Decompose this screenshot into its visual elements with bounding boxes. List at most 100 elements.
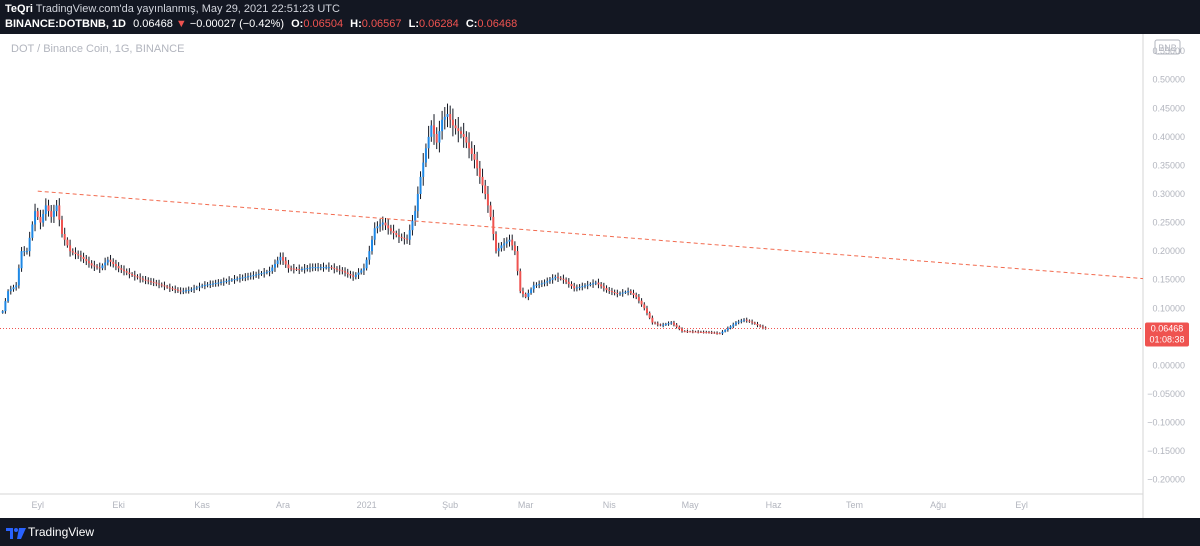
candle-body: [411, 220, 414, 231]
candle-body: [497, 248, 500, 252]
tradingview-logo-icon[interactable]: [6, 525, 26, 539]
candle-body: [114, 264, 117, 267]
candle-body: [379, 224, 382, 227]
candle-body: [608, 290, 611, 291]
candle-body: [55, 205, 58, 212]
candle-body: [513, 245, 516, 252]
candle-body: [249, 275, 252, 277]
candle-body: [400, 236, 403, 238]
candle-body: [416, 194, 419, 212]
candle-body: [236, 278, 239, 280]
candle-body: [446, 114, 449, 117]
candle-body: [619, 293, 622, 295]
candle-body: [309, 267, 312, 269]
candle-body: [751, 321, 754, 323]
candle-body: [42, 214, 45, 223]
candle-body: [4, 301, 7, 312]
candle-body: [12, 287, 15, 290]
candle-body: [23, 251, 26, 253]
x-tick-label: May: [682, 500, 700, 510]
candle-body: [147, 280, 150, 282]
candle-body: [74, 252, 77, 254]
candle-body: [713, 332, 716, 334]
trendline[interactable]: [37, 190, 1144, 280]
current-price-badge: [1145, 322, 1189, 347]
candle-body: [98, 267, 101, 269]
candle-body: [459, 131, 462, 134]
x-tick-label: Nis: [603, 500, 616, 510]
candle-body: [31, 224, 34, 238]
candle-body: [559, 277, 562, 279]
candle-body: [34, 211, 37, 225]
candle-body: [260, 273, 263, 275]
candle-body: [675, 324, 678, 327]
candle-body: [149, 281, 152, 283]
candle-body: [397, 234, 400, 237]
candlestick-chart[interactable]: DOT / Binance Coin, 1G, BINANCE BNB 0.55…: [0, 34, 1200, 518]
candle-body: [311, 267, 314, 269]
candle-body: [71, 251, 74, 253]
y-tick-label: −0.05000: [1147, 389, 1185, 399]
candle-body: [349, 274, 352, 276]
candle-body: [141, 278, 144, 280]
candle-body: [352, 275, 355, 277]
candle-body: [594, 282, 597, 284]
candle-body: [371, 239, 374, 252]
candle-body: [597, 282, 600, 285]
candle-body: [1, 311, 4, 313]
candle-body: [58, 205, 61, 220]
candle-body: [255, 274, 258, 276]
high-label: H:: [350, 18, 362, 30]
candle-body: [319, 267, 322, 269]
candle-body: [217, 282, 220, 284]
candle-body: [557, 276, 560, 278]
candle-body: [166, 286, 169, 288]
candle-body: [90, 263, 93, 266]
author-name[interactable]: TeQri: [5, 3, 33, 15]
candle-body: [338, 269, 341, 271]
plot-background[interactable]: [0, 34, 1143, 494]
time-axis[interactable]: Eyl Eki Kas Ara 2021 Şub Mar Nis May Haz Tem Ağu Eyl: [31, 500, 1027, 510]
open-label: O:: [291, 18, 304, 30]
footer-brand[interactable]: TradingView: [28, 525, 95, 539]
last-price: 0.06468: [133, 18, 173, 30]
candle-body: [163, 285, 166, 287]
currency-badge[interactable]: [1154, 39, 1181, 55]
x-tick-label: Eki: [112, 500, 125, 510]
candle-body: [47, 205, 50, 212]
candle-body: [300, 268, 303, 270]
bar-countdown: 01:08:38: [1149, 334, 1184, 344]
candle-body: [422, 162, 425, 177]
candle-body: [635, 294, 638, 297]
candle-body: [295, 268, 298, 270]
candle-body: [206, 284, 209, 286]
candle-body: [201, 285, 204, 287]
candle-body: [362, 268, 365, 271]
candle-body: [193, 288, 196, 290]
y-tick-label: 0.15000: [1152, 275, 1185, 285]
candle-body: [44, 205, 47, 214]
candle-body: [521, 291, 524, 294]
candle-body: [699, 331, 702, 333]
candle-body: [705, 332, 708, 334]
candle-body: [686, 331, 689, 333]
candle-body: [185, 290, 188, 292]
high-value: 0.06567: [361, 18, 402, 30]
y-tick-label: 0.35000: [1152, 160, 1185, 170]
candle-body: [279, 256, 282, 261]
candle-body: [632, 293, 635, 295]
candle-body: [87, 261, 90, 264]
candle-body: [176, 289, 179, 291]
candle-body: [613, 292, 616, 293]
price-axis[interactable]: 0.55000 0.50000 0.45000 0.40000 0.35000 0.300…: [1147, 46, 1185, 485]
candle-body: [230, 279, 233, 281]
candle-body: [530, 289, 533, 294]
candle-body: [433, 125, 436, 134]
x-tick-label: Haz: [766, 500, 783, 510]
y-tick-label: 0.45000: [1152, 103, 1185, 113]
candle-body: [697, 331, 700, 333]
candle-body: [484, 185, 487, 194]
candle-body: [381, 222, 384, 225]
candle-body: [93, 265, 96, 267]
chart-area[interactable]: DOT / Binance Coin, 1G, BINANCE BNB 0.55…: [0, 34, 1200, 518]
